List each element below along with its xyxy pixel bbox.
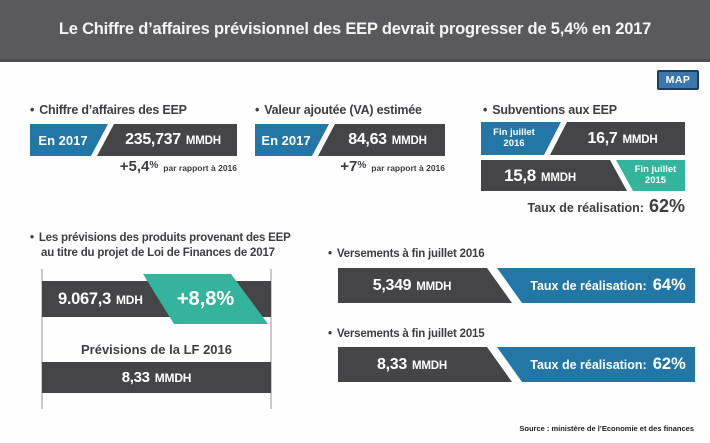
- bullet-icon: •: [328, 328, 332, 340]
- versements-2016-taux-label: Taux de réalisation:: [530, 279, 647, 293]
- lf2016-label: Prévisions de la LF 2016: [80, 342, 233, 357]
- header-previsions-line1: Les prévisions des produits provenant de…: [38, 232, 291, 244]
- bar-chiffre-period-segment: En 2017: [30, 124, 108, 156]
- header-chiffre-affaires-label: Chiffre d’affaires des EEP: [39, 103, 187, 117]
- period-line2: 2016: [503, 137, 525, 149]
- subventions-taux-label: Taux de réalisation:: [527, 201, 644, 215]
- valeur-delta-value: +7: [340, 158, 358, 175]
- bullet-icon: •: [328, 248, 332, 260]
- bar-subventions-2016-value-segment: 16,7 MMDH: [550, 122, 685, 155]
- period-line2: 2015: [644, 174, 667, 186]
- bar-versements-2016: 5,349 MMDH Taux de réalisation: 64%: [338, 268, 695, 303]
- bar-valeur-value-segment: 84,63 MMDH: [318, 124, 445, 156]
- previsions-unit: MDH: [115, 292, 143, 307]
- header-versements-2016: • Versements à fin juillet 2016: [328, 247, 485, 262]
- header-valeur-ajoutee-label: Valeur ajoutée (VA) estimée: [264, 103, 422, 117]
- header-versements-2016-label: Versements à fin juillet 2016: [336, 248, 485, 260]
- bar-subventions-2015: 15,8 MMDH Fin juillet 2015: [481, 160, 685, 191]
- bullet-icon: •: [483, 103, 488, 117]
- subventions-2015-value: 15,8: [504, 165, 536, 185]
- subventions-2016-value: 16,7: [587, 129, 618, 147]
- chiffre-delta-value: +5,4: [119, 158, 150, 175]
- versements-2016-value: 5,349: [372, 276, 412, 294]
- versements-2015-unit: MMDH: [411, 359, 447, 372]
- title-bar: Le Chiffre d’affaires prévisionnel des E…: [0, 0, 710, 62]
- bar-valeur-ajoutee: En 2017 84,63 MMDH: [255, 124, 445, 156]
- header-previsions-line2: au titre du projet de Loi de Finances de…: [41, 247, 275, 259]
- source-credit: Source : ministère de l’Economie et des …: [519, 424, 694, 433]
- header-valeur-ajoutee: • Valeur ajoutée (VA) estimée: [255, 103, 422, 118]
- bar-subventions-2015-period-segment: Fin juillet 2015: [616, 160, 685, 191]
- previsions-value: 9.067,3: [58, 289, 111, 308]
- valeur-delta-note: par rapport à 2016: [371, 163, 445, 173]
- subventions-taux: Taux de réalisation: 62%: [481, 196, 686, 217]
- bar-versements-2015: 8,33 MMDH Taux de réalisation: 62%: [338, 347, 695, 382]
- bracket-line-left: [41, 269, 43, 409]
- header-subventions-label: Subventions aux EEP: [492, 103, 617, 117]
- chiffre-value: 235,737: [125, 131, 181, 148]
- bullet-icon: •: [255, 103, 260, 117]
- period-label: En 2017: [38, 132, 88, 148]
- header-previsions: • Les prévisions des produits provenant d…: [30, 231, 291, 261]
- subventions-2015-unit: MMDH: [540, 171, 576, 184]
- valeur-unit: MMDH: [391, 135, 427, 147]
- valeur-delta: +7% par rapport à 2016: [255, 158, 445, 176]
- bar-chiffre-value-segment: 235,737 MMDH: [97, 124, 237, 156]
- period-line1: Fin juillet: [493, 126, 535, 138]
- versements-2016-taux-value: 64%: [652, 276, 686, 294]
- period-label: En 2017: [261, 132, 311, 148]
- bullet-icon: •: [30, 103, 35, 117]
- bar-subventions-2016: Fin juillet 2016 16,7 MMDH: [481, 122, 685, 155]
- header-subventions: • Subventions aux EEP: [483, 103, 617, 118]
- versements-2015-value: 8,33: [377, 355, 407, 373]
- valeur-value: 84,63: [348, 131, 387, 148]
- bar-valeur-period-segment: En 2017: [255, 124, 329, 156]
- period-line1: Fin juillet: [634, 163, 677, 175]
- header-versements-2015-label: Versements à fin juillet 2015: [336, 328, 485, 340]
- header-chiffre-affaires: • Chiffre d’affaires des EEP: [30, 103, 187, 118]
- subventions-2016-unit: MMDH: [622, 133, 658, 146]
- map-logo-text: MAP: [665, 74, 691, 86]
- bullet-icon: •: [30, 232, 34, 244]
- lf2016-value: 8,33: [121, 368, 150, 386]
- bracket-line-right: [270, 269, 272, 409]
- bar-versements-2015-value-segment: 8,33 MMDH: [338, 347, 512, 382]
- chiffre-delta-pct: %: [149, 160, 159, 171]
- bar-subventions-2015-value-segment: 15,8 MMDH: [481, 160, 627, 191]
- lf2016-unit: MMDH: [154, 370, 192, 385]
- valeur-delta-pct: %: [357, 160, 367, 171]
- bar-lf2016-value-segment: 8,33 MMDH: [42, 362, 271, 393]
- bar-chiffre-affaires: En 2017 235,737 MMDH: [30, 124, 237, 156]
- bar-subventions-2016-period-segment: Fin juillet 2016: [481, 122, 561, 155]
- versements-2015-taux-label: Taux de réalisation:: [530, 358, 647, 372]
- chiffre-delta: +5,4% par rapport à 2016: [30, 158, 237, 176]
- bar-versements-2016-value-segment: 5,349 MMDH: [338, 268, 512, 303]
- chiffre-delta-note: par rapport à 2016: [163, 163, 237, 173]
- bar-lf2016: 8,33 MMDH: [42, 362, 271, 393]
- bar-versements-2016-taux-segment: Taux de réalisation: 64%: [497, 268, 695, 303]
- subventions-taux-value: 62%: [648, 196, 685, 216]
- versements-2015-taux-value: 62%: [652, 355, 686, 373]
- page-title: Le Chiffre d’affaires prévisionnel des E…: [58, 20, 652, 38]
- chiffre-unit: MMDH: [185, 135, 221, 147]
- versements-2016-unit: MMDH: [416, 280, 452, 293]
- bar-versements-2015-taux-segment: Taux de réalisation: 62%: [497, 347, 695, 382]
- previsions-delta-value: +8,8%: [176, 287, 235, 310]
- header-versements-2015: • Versements à fin juillet 2015: [328, 327, 485, 342]
- map-logo: MAP: [657, 70, 699, 90]
